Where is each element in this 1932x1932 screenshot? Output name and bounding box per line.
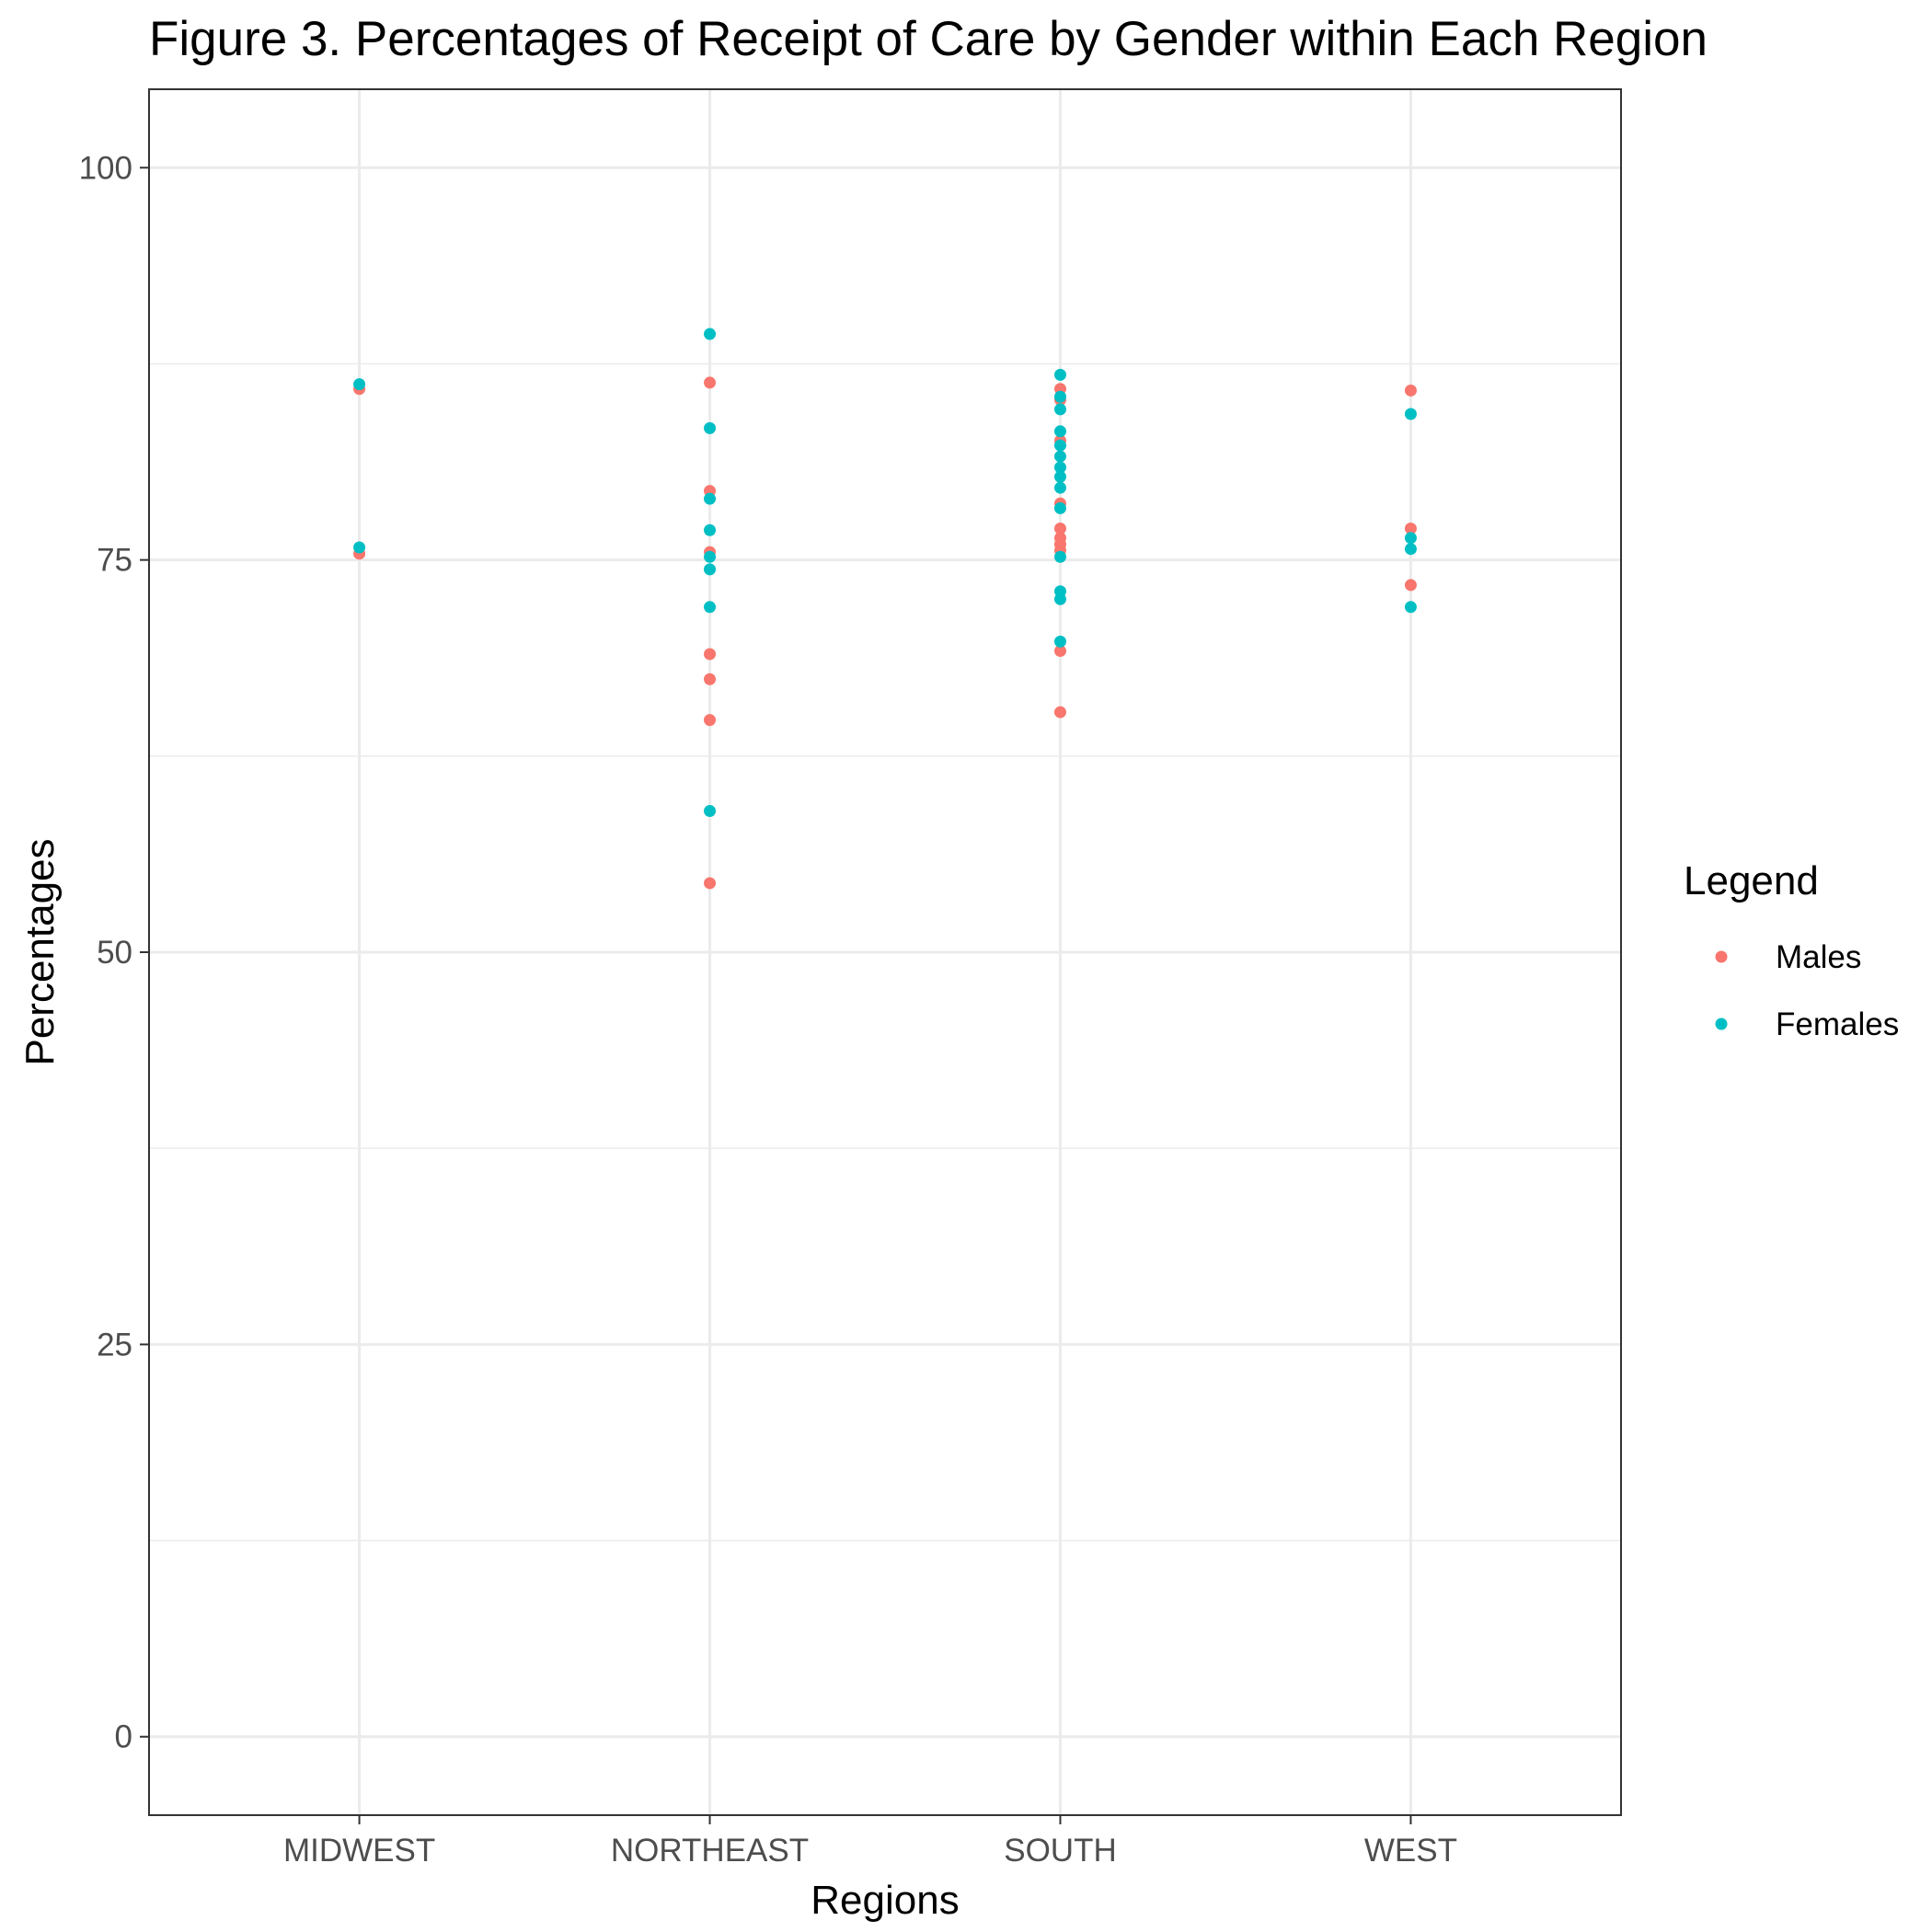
data-point-females xyxy=(1404,408,1417,420)
data-point-females xyxy=(1053,368,1066,381)
legend-items: Males Females xyxy=(1715,939,1899,1042)
axis-layer: 0 25 50 75 100 MIDWEST NORTHEAST SOUTH WEST xyxy=(79,150,1457,1869)
data-point-males xyxy=(1053,645,1066,658)
data-point-females xyxy=(1053,635,1066,648)
data-point-females xyxy=(704,601,717,614)
x-tick-label: MIDWEST xyxy=(283,1833,435,1869)
x-tick-label: NORTHEAST xyxy=(611,1833,809,1869)
legend-title: Legend xyxy=(1684,858,1819,903)
data-point-females xyxy=(1404,601,1417,614)
legend: Legend Males Females xyxy=(1684,858,1899,1042)
data-point-females xyxy=(1053,470,1066,483)
y-tick-label: 100 xyxy=(79,150,132,186)
legend-label-males: Males xyxy=(1776,939,1861,975)
data-point-females xyxy=(704,421,717,434)
data-point-females xyxy=(704,492,717,505)
data-point-males xyxy=(1053,706,1066,719)
data-point-females xyxy=(1053,461,1066,474)
data-point-males xyxy=(1404,523,1417,535)
data-point-females xyxy=(704,550,717,563)
data-point-females xyxy=(704,328,717,340)
data-point-males xyxy=(704,648,717,661)
data-point-females xyxy=(1053,592,1066,605)
data-point-females xyxy=(1053,403,1066,416)
legend-key-males xyxy=(1715,950,1728,963)
data-point-males xyxy=(704,673,717,685)
data-point-females xyxy=(704,523,717,536)
data-point-males xyxy=(1404,579,1417,592)
points-layer xyxy=(353,328,1417,890)
data-point-females xyxy=(1404,532,1417,545)
data-point-females xyxy=(1053,425,1066,438)
data-point-females xyxy=(704,563,717,576)
data-point-males xyxy=(1053,523,1066,535)
chart-title: Figure 3. Percentages of Receipt of Care… xyxy=(149,12,1708,66)
y-tick-label: 50 xyxy=(97,935,132,971)
data-point-females xyxy=(1053,501,1066,514)
y-tick-label: 0 xyxy=(115,1719,132,1755)
data-point-males xyxy=(704,714,717,727)
data-point-females xyxy=(1053,450,1066,463)
y-tick-label: 75 xyxy=(97,543,132,579)
data-point-females xyxy=(1053,550,1066,563)
legend-label-females: Females xyxy=(1776,1006,1899,1042)
data-point-females xyxy=(353,541,366,554)
data-point-females xyxy=(1404,543,1417,556)
y-tick-label: 25 xyxy=(97,1327,132,1363)
legend-key-females xyxy=(1715,1018,1728,1030)
data-point-females xyxy=(704,805,717,818)
x-tick-label: WEST xyxy=(1364,1833,1457,1869)
data-point-females xyxy=(1053,481,1066,494)
x-tick-label: SOUTH xyxy=(1004,1833,1117,1869)
data-point-females xyxy=(353,378,366,391)
data-point-females xyxy=(1053,390,1066,403)
data-point-males xyxy=(704,376,717,389)
data-point-males xyxy=(1404,384,1417,397)
x-axis-title: Regions xyxy=(811,1878,959,1923)
y-axis-title: Percentages xyxy=(17,838,63,1065)
data-point-females xyxy=(1053,439,1066,452)
data-point-males xyxy=(704,877,717,890)
